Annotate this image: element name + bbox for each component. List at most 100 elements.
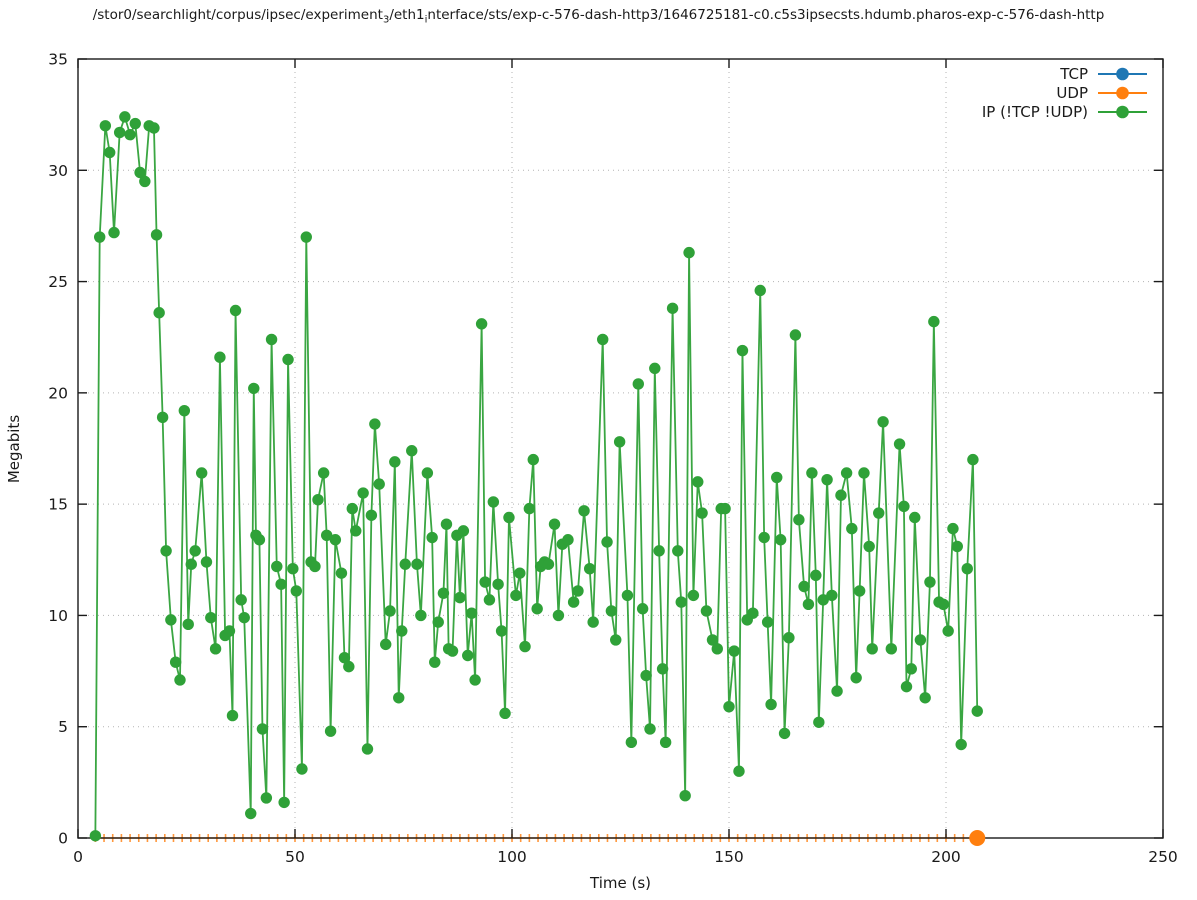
ip-data-point bbox=[747, 607, 759, 619]
ip-data-point bbox=[238, 611, 250, 624]
ip-data-point bbox=[802, 598, 815, 610]
ip-data-point bbox=[510, 589, 522, 602]
ip-data-point bbox=[562, 534, 574, 546]
ip-data-point bbox=[778, 727, 791, 740]
ip-data-point bbox=[437, 587, 450, 599]
ip-data-point bbox=[552, 609, 565, 622]
ip-data-point bbox=[389, 456, 401, 468]
ip-data-point bbox=[683, 246, 695, 259]
ip-data-point bbox=[866, 643, 878, 655]
ip-data-point bbox=[613, 436, 626, 448]
ip-data-point bbox=[587, 616, 599, 628]
ip-data-point bbox=[253, 534, 266, 546]
ip-data-point bbox=[124, 128, 136, 141]
ip-data-point bbox=[853, 585, 866, 597]
ip-data-point bbox=[296, 763, 308, 775]
title-text-3: nterface/sts/exp-c-576-dash-http3/164672… bbox=[427, 7, 1105, 23]
ip-data-point bbox=[761, 616, 774, 628]
ip-data-point bbox=[182, 618, 194, 631]
ip-data-point bbox=[971, 705, 983, 717]
x-tick-label: 50 bbox=[285, 848, 305, 866]
ip-data-point bbox=[169, 656, 182, 668]
ip-data-point bbox=[300, 231, 312, 243]
ip-data-point bbox=[329, 534, 342, 546]
ip-data-point bbox=[696, 507, 708, 519]
ip-data-point bbox=[393, 692, 405, 704]
plot-border bbox=[77, 58, 1164, 839]
ip-data-point bbox=[338, 652, 351, 664]
ip-data-point bbox=[271, 560, 283, 573]
ip-data-point bbox=[810, 569, 822, 582]
legend-sample-point bbox=[1116, 105, 1129, 119]
ip-data-point bbox=[723, 700, 735, 713]
ip-data-point bbox=[783, 631, 795, 644]
ip-data-point bbox=[798, 580, 810, 593]
ip-data-point bbox=[955, 738, 967, 751]
y-tick-label: 5 bbox=[58, 718, 68, 736]
y-tick-label: 10 bbox=[48, 607, 68, 625]
ip-data-point bbox=[256, 723, 269, 735]
ip-data-point bbox=[406, 445, 418, 457]
ip-data-point bbox=[343, 660, 355, 673]
ip-data-point bbox=[384, 605, 396, 617]
ip-data-point bbox=[625, 736, 638, 748]
ip-data-point bbox=[454, 591, 466, 604]
ip-data-point bbox=[656, 663, 669, 675]
ip-data-point bbox=[687, 589, 700, 602]
ip-data-point bbox=[700, 605, 713, 617]
ip-data-point bbox=[499, 707, 511, 720]
ip-data-point bbox=[178, 404, 191, 417]
ip-data-point bbox=[156, 411, 169, 424]
ip-data-point bbox=[275, 578, 287, 590]
ip-data-point bbox=[350, 525, 362, 537]
ip-data-point bbox=[153, 307, 165, 319]
y-tick-label: 15 bbox=[48, 496, 68, 514]
ip-data-point bbox=[440, 518, 453, 530]
ip-data-point bbox=[789, 329, 802, 341]
ip-data-point bbox=[174, 674, 186, 686]
ip-data-point bbox=[380, 638, 392, 651]
ip-data-point bbox=[831, 685, 843, 697]
ip-data-point bbox=[644, 723, 656, 735]
ip-data-point bbox=[469, 674, 481, 686]
ip-data-point bbox=[863, 540, 875, 553]
ip-data-point bbox=[457, 525, 470, 537]
ip-data-point bbox=[711, 643, 723, 655]
title-subscript-2: i bbox=[424, 14, 428, 26]
ip-data-point bbox=[846, 522, 858, 535]
ip-data-point bbox=[900, 680, 913, 693]
x-tick-label: 100 bbox=[497, 848, 527, 866]
ip-data-point bbox=[335, 567, 348, 579]
ip-data-point bbox=[719, 502, 731, 515]
ip-data-point bbox=[248, 382, 260, 395]
ip-data-point bbox=[89, 830, 102, 842]
ip-data-point bbox=[260, 792, 273, 804]
ip-data-point bbox=[961, 562, 973, 575]
ip-data-point bbox=[346, 502, 358, 515]
ip-data-point bbox=[223, 625, 236, 637]
title-text-1: /stor0/searchlight/corpus/ipsec/experime… bbox=[92, 7, 383, 23]
x-tick-label: 0 bbox=[73, 848, 83, 866]
ip-data-point bbox=[421, 467, 434, 479]
ip-data-point bbox=[503, 511, 515, 524]
y-tick-label: 20 bbox=[48, 384, 68, 402]
ip-data-point bbox=[675, 596, 687, 608]
ip-data-point bbox=[139, 175, 151, 188]
ip-data-point bbox=[165, 614, 177, 626]
ip-data-point bbox=[245, 807, 257, 820]
ip-data-point bbox=[806, 467, 818, 479]
ip-series-line bbox=[94, 113, 979, 836]
ip-data-point bbox=[365, 509, 378, 521]
ip-data-point bbox=[771, 471, 783, 484]
ip-data-point bbox=[873, 507, 885, 519]
ip-data-point bbox=[597, 333, 609, 346]
ip-data-point bbox=[429, 656, 441, 668]
title-subscript-1: 3 bbox=[382, 14, 390, 26]
ip-data-point bbox=[542, 558, 555, 570]
ip-data-point bbox=[951, 540, 963, 553]
legend-label: TCP bbox=[1059, 65, 1088, 83]
ip-data-point bbox=[209, 643, 222, 655]
ip-data-point bbox=[514, 567, 526, 579]
ip-data-point bbox=[290, 585, 303, 597]
